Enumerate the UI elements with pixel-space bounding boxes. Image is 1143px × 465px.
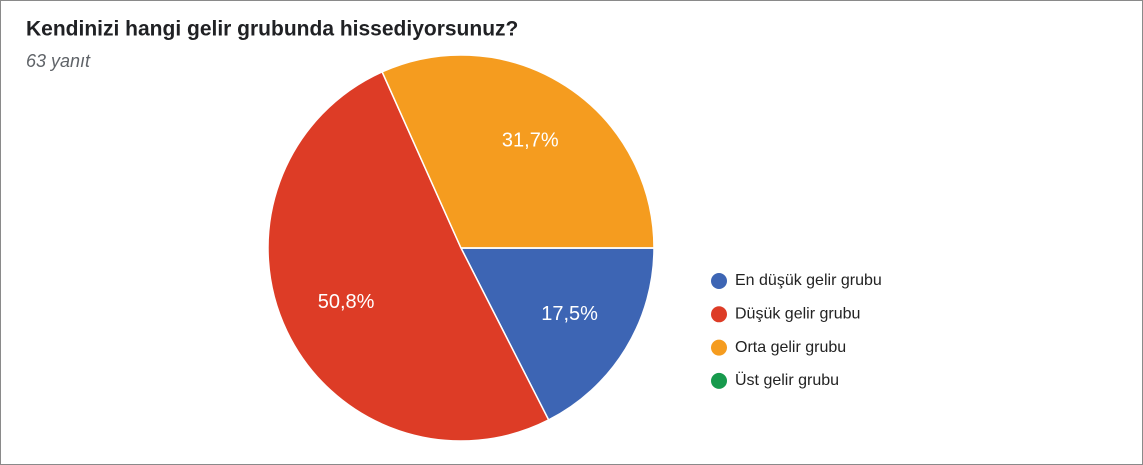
pie: 17,5% 50,8% 31,7% <box>267 54 655 442</box>
pie-slice <box>381 54 655 249</box>
slice-label: 17,5% <box>541 303 598 325</box>
chart-title: Kendinizi hangi gelir grubunda hissediyo… <box>26 18 518 41</box>
legend-label: En düşük gelir grubu <box>735 272 882 289</box>
chart-subtitle: 63 yanıt <box>26 51 91 71</box>
slice-label: 31,7% <box>502 129 559 151</box>
pie-slice <box>459 247 655 421</box>
legend-label: Orta gelir grubu <box>735 339 846 356</box>
legend: En düşük gelir grubu Düşük gelir grubu Ort… <box>711 272 882 389</box>
pie-slice <box>267 70 550 442</box>
legend-swatch <box>711 273 727 289</box>
legend-swatch <box>711 339 727 356</box>
legend-label: Düşük gelir grubu <box>735 306 860 323</box>
legend-swatch <box>711 372 727 389</box>
legend-label: Üst gelir grubu <box>735 371 839 389</box>
slice-label: 50,8% <box>318 291 375 313</box>
legend-swatch <box>711 306 727 323</box>
